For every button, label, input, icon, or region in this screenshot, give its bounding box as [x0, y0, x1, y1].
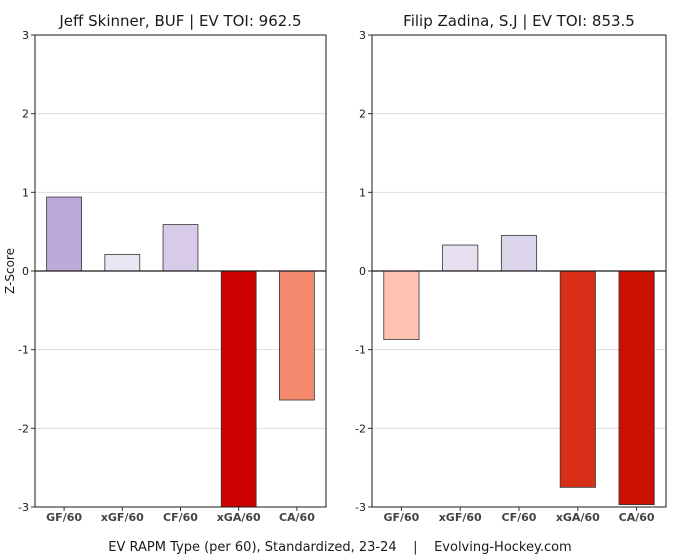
- y-tick-label: -2: [18, 422, 29, 435]
- y-tick-label: -3: [18, 501, 29, 514]
- y-tick-label: 1: [359, 186, 366, 199]
- plot-frame: [34, 34, 327, 508]
- chart-title: Jeff Skinner, BUF | EV TOI: 962.5: [58, 12, 301, 30]
- bar-xgf-per-60: [442, 244, 479, 272]
- y-tick-label: 0: [22, 265, 29, 278]
- plot-frame: [371, 34, 667, 508]
- y-tick-label: 1: [22, 186, 29, 199]
- y-axis-label: Z-Score: [3, 248, 17, 294]
- bar-xga-per-60: [559, 270, 596, 488]
- x-tick-label: xGF/60: [101, 511, 144, 524]
- bar-gf-per-60: [383, 270, 420, 340]
- bar-cf-per-60: [162, 224, 199, 272]
- chart-title: Filip Zadina, S.J | EV TOI: 853.5: [403, 12, 635, 30]
- x-tick-label: GF/60: [383, 511, 419, 524]
- x-axis-label: EV RAPM Type (per 60), Standardized, 23-…: [108, 540, 571, 555]
- y-tick-label: 2: [22, 108, 29, 121]
- x-tick-label: CA/60: [619, 511, 655, 524]
- x-tick-label: xGA/60: [556, 511, 600, 524]
- x-tick-label: CA/60: [279, 511, 315, 524]
- y-tick-label: 3: [22, 29, 29, 42]
- y-tick-label: -1: [355, 344, 366, 357]
- bar-xgf-per-60: [104, 254, 141, 272]
- bar-gf-per-60: [46, 196, 82, 272]
- panel-zadina: Filip Zadina, S.J | EV TOI: 853.5 -3 -2 -1 0…: [355, 12, 667, 524]
- bar-ca-per-60: [279, 270, 315, 401]
- y-tick-label: -1: [18, 344, 29, 357]
- bar-cf-per-60: [500, 235, 538, 272]
- x-tick-label: CF/60: [163, 511, 198, 524]
- y-tick-label: 2: [359, 108, 366, 121]
- bar-xga-per-60: [220, 270, 257, 508]
- y-tick-label: 0: [359, 265, 366, 278]
- panel-skinner: Jeff Skinner, BUF | EV TOI: 962.5 -3 -2 -1 0…: [18, 12, 327, 524]
- y-tick-label: -2: [355, 422, 366, 435]
- y-tick-label: 3: [359, 29, 366, 42]
- bar-ca-per-60: [618, 270, 655, 506]
- x-tick-label: CF/60: [502, 511, 537, 524]
- x-tick-label: GF/60: [46, 511, 82, 524]
- x-tick-label: xGF/60: [439, 511, 482, 524]
- x-tick-label: xGA/60: [217, 511, 261, 524]
- y-tick-label: -3: [355, 501, 366, 514]
